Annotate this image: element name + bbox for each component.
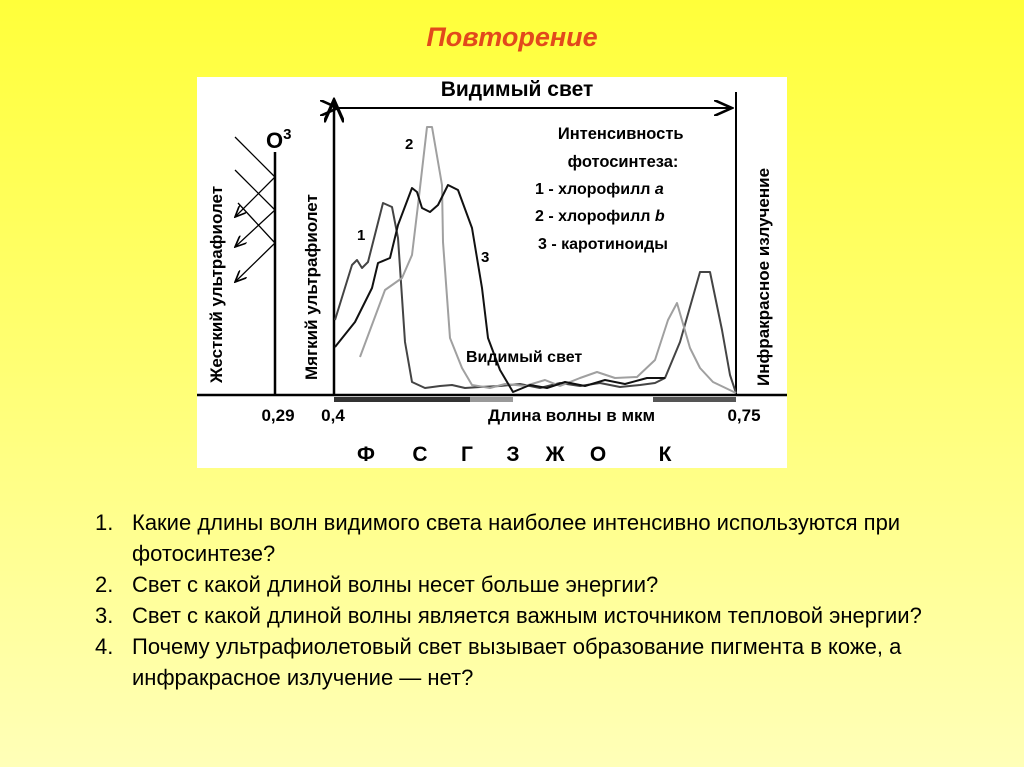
color-letter: Г	[461, 443, 473, 466]
infrared-label: Инфракрасное излучение	[754, 168, 773, 386]
soft-uv-label: Мягкий ультрафиолет	[302, 194, 321, 380]
question-text: Какие длины волн видимого света наиболее…	[132, 510, 901, 566]
legend-item-chlorophyll-b: 2 - хлорофилл b	[535, 208, 665, 225]
tick-0-4: 0,4	[321, 406, 345, 425]
bar-red	[653, 397, 736, 402]
spectrum-diagram: Видимый свет O3 Жесткий ультрафиолет Мяг…	[197, 78, 787, 466]
question-text: Свет с какой длиной волны является важны…	[132, 603, 922, 628]
curve-carotenoids	[334, 184, 665, 393]
question-item: 1. Какие длины волн видимого света наибол…	[95, 510, 901, 566]
curve-label-1: 1	[357, 227, 365, 244]
wavelength-axis-label: Длина волны в мкм	[488, 406, 655, 425]
color-letters: Ф С Г З Ж О К	[357, 443, 672, 466]
color-letter: Ф	[357, 443, 375, 466]
curve-chlorophyll-b	[359, 126, 737, 394]
color-letter: С	[412, 443, 427, 466]
ozone-label: O3	[266, 126, 291, 153]
question-item: 2. Свет с какой длиной волны несет больше…	[95, 572, 659, 597]
color-letter: З	[506, 443, 519, 466]
question-item: 4. Почему ультрафиолетовый свет вызывает …	[95, 634, 902, 690]
curve-label-2: 2	[405, 136, 413, 153]
legend-item-chlorophyll-a: 1 - хлорофилл a	[535, 181, 664, 198]
tick-0-29: 0,29	[261, 406, 294, 425]
slide-title: Повторение	[426, 22, 598, 52]
legend-item-carotenoids: 3 - каротиноиды	[538, 236, 668, 253]
color-letter: К	[659, 443, 672, 466]
question-item: 3. Свет с какой длиной волны является важ…	[95, 603, 922, 628]
color-letter: О	[590, 443, 606, 466]
uv-reflection-arrows	[235, 136, 276, 282]
visible-light-inner-label: Видимый свет	[466, 349, 582, 366]
question-text: Почему ультрафиолетовый свет вызывает об…	[132, 634, 902, 690]
bar-violet-blue	[334, 397, 470, 402]
tick-0-75: 0,75	[727, 406, 760, 425]
question-list: 1. Какие длины волн видимого света наибол…	[95, 507, 995, 693]
hard-uv-label: Жесткий ультрафиолет	[207, 186, 226, 384]
spectrum-figure: Видимый свет O3 Жесткий ультрафиолет Мяг…	[197, 77, 787, 468]
bar-green	[470, 397, 513, 402]
legend-title: Интенсивность фотосинтеза:	[558, 125, 688, 171]
question-text: Свет с какой длиной волны несет больше э…	[132, 572, 659, 597]
visible-light-title: Видимый свет	[441, 78, 594, 101]
color-letter: Ж	[545, 443, 566, 466]
curve-label-3: 3	[481, 249, 489, 266]
